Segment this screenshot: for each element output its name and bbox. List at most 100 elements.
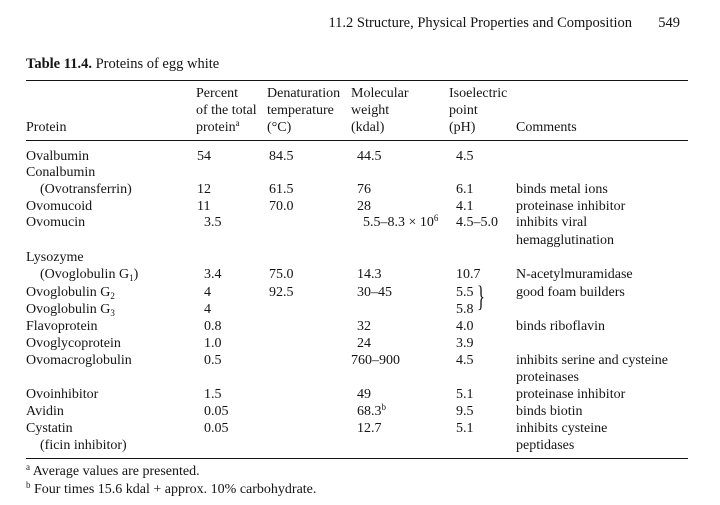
percent-value: 1.5 bbox=[204, 387, 222, 402]
comment-text: binds riboflavin bbox=[516, 319, 606, 334]
denaturation-value: 75.0 bbox=[269, 267, 294, 282]
comment-text: good foam builders bbox=[516, 285, 625, 300]
percent-value: 1.0 bbox=[204, 336, 222, 351]
percent-value: 0.8 bbox=[204, 319, 222, 334]
footnote-b-marker: b bbox=[381, 402, 387, 412]
percent-value: 0.5 bbox=[204, 353, 222, 368]
mw-value: 12.7 bbox=[357, 421, 382, 436]
header-mw-line3: (kdal) bbox=[351, 120, 385, 135]
percent-value: 3.5 bbox=[204, 215, 222, 230]
percent-value: 0.05 bbox=[204, 404, 229, 419]
comment-text: N-acetylmuramidase bbox=[516, 267, 633, 282]
percent-value: 54 bbox=[197, 149, 211, 164]
page-number: 549 bbox=[658, 15, 680, 31]
comment-text: hemagglutination bbox=[516, 233, 614, 248]
denaturation-value: 70.0 bbox=[269, 199, 294, 214]
header-percent-line1: Percent bbox=[196, 86, 238, 101]
footnote-a: a Average values are presented. bbox=[26, 462, 200, 480]
header-pi-line1: Isoelectric bbox=[449, 86, 508, 101]
protein-name: Ovoglycoprotein bbox=[26, 336, 121, 351]
denaturation-value: 84.5 bbox=[269, 149, 294, 164]
comment-text: proteinase inhibitor bbox=[516, 199, 626, 214]
protein-name: Ovoglobulin G2 bbox=[26, 285, 115, 301]
pi-value: 5.1 bbox=[456, 421, 474, 436]
header-denaturation-line2: temperature bbox=[267, 103, 334, 118]
protein-name: Cystatin bbox=[26, 421, 73, 436]
table-top-rule bbox=[26, 80, 688, 81]
table-caption: Table 11.4. Proteins of egg white bbox=[26, 56, 219, 73]
protein-name: (Ovotransferrin) bbox=[40, 182, 132, 197]
pi-value: 5.1 bbox=[456, 387, 474, 402]
comment-text: inhibits serine and cysteine bbox=[516, 353, 669, 368]
header-percent-line2: of the total bbox=[196, 103, 257, 118]
protein-name: Lysozyme bbox=[26, 250, 84, 265]
header-mw-line1: Molecular bbox=[351, 86, 409, 101]
comment-text: proteinase inhibitor bbox=[516, 387, 626, 402]
comment-text: inhibits cysteine bbox=[516, 421, 608, 436]
protein-name: Conalbumin bbox=[26, 165, 96, 180]
mw-value: 44.5 bbox=[357, 149, 382, 164]
pi-value: 4.5–5.0 bbox=[456, 215, 498, 230]
percent-value: 11 bbox=[197, 199, 211, 214]
percent-value: 4 bbox=[204, 285, 211, 300]
pi-value: 4.5 bbox=[456, 353, 474, 368]
header-percent-line3: proteina bbox=[196, 118, 240, 136]
header-protein: Protein bbox=[26, 120, 67, 135]
header-denaturation-line1: Denaturation bbox=[267, 86, 341, 101]
comment-text: proteinases bbox=[516, 370, 579, 385]
pi-value: 6.1 bbox=[456, 182, 474, 197]
mw-value: 49 bbox=[357, 387, 371, 402]
mw-value: 24 bbox=[357, 336, 371, 351]
mw-value: 30–45 bbox=[357, 285, 392, 300]
mw-value: 76 bbox=[357, 182, 371, 197]
mw-value: 32 bbox=[357, 319, 371, 334]
footnote-b: b Four times 15.6 kdal + approx. 10% car… bbox=[26, 480, 317, 498]
protein-name: Ovoinhibitor bbox=[26, 387, 99, 402]
comment-text: inhibits viral bbox=[516, 215, 588, 230]
protein-name: (ficin inhibitor) bbox=[40, 438, 127, 453]
header-mw-line2: weight bbox=[351, 103, 390, 118]
pi-value: 9.5 bbox=[456, 404, 474, 419]
grouping-brace: } bbox=[477, 280, 485, 313]
protein-name: Ovoglobulin G3 bbox=[26, 302, 115, 318]
denaturation-value: 92.5 bbox=[269, 285, 294, 300]
protein-name: Avidin bbox=[26, 404, 64, 419]
footnote-a-marker: a bbox=[235, 118, 240, 128]
pi-value: 5.8 bbox=[456, 302, 474, 317]
pi-value: 4.1 bbox=[456, 199, 474, 214]
pi-value: 4.5 bbox=[456, 149, 474, 164]
percent-value: 0.05 bbox=[204, 421, 229, 436]
pi-value: 5.5 bbox=[456, 285, 474, 300]
header-comments: Comments bbox=[516, 120, 577, 135]
protein-name: Ovomucoid bbox=[26, 199, 93, 214]
percent-value: 3.4 bbox=[204, 267, 222, 282]
protein-name: Ovomucin bbox=[26, 215, 86, 230]
header-pi-line2: point bbox=[449, 103, 478, 118]
table-header-rule bbox=[26, 140, 688, 141]
protein-name: Ovalbumin bbox=[26, 149, 89, 164]
mw-value: 5.5–8.3 × 106 bbox=[363, 213, 439, 231]
mw-value: 68.3b bbox=[357, 402, 387, 420]
pi-value: 4.0 bbox=[456, 319, 474, 334]
comment-text: peptidases bbox=[516, 438, 575, 453]
protein-name: Flavoprotein bbox=[26, 319, 98, 334]
percent-value: 12 bbox=[197, 182, 211, 197]
mw-value: 760–900 bbox=[351, 353, 400, 368]
table-caption-title: Proteins of egg white bbox=[95, 56, 220, 72]
header-pi-line3: (pH) bbox=[449, 120, 476, 135]
mw-value: 14.3 bbox=[357, 267, 382, 282]
protein-name: (Ovoglobulin G1) bbox=[40, 267, 139, 283]
denaturation-value: 61.5 bbox=[269, 182, 294, 197]
running-head-title: 11.2 Structure, Physical Properties and … bbox=[328, 15, 632, 31]
pi-value: 3.9 bbox=[456, 336, 474, 351]
table-bottom-rule bbox=[26, 458, 688, 459]
mw-value: 28 bbox=[357, 199, 371, 214]
table-caption-label: Table 11.4. bbox=[26, 56, 92, 72]
running-head: 11.2 Structure, Physical Properties and … bbox=[0, 15, 720, 35]
comment-text: binds biotin bbox=[516, 404, 583, 419]
percent-value: 4 bbox=[204, 302, 211, 317]
comment-text: binds metal ions bbox=[516, 182, 608, 197]
protein-name: Ovomacroglobulin bbox=[26, 353, 132, 368]
pi-value: 10.7 bbox=[456, 267, 481, 282]
header-denaturation-line3: (°C) bbox=[267, 120, 292, 135]
